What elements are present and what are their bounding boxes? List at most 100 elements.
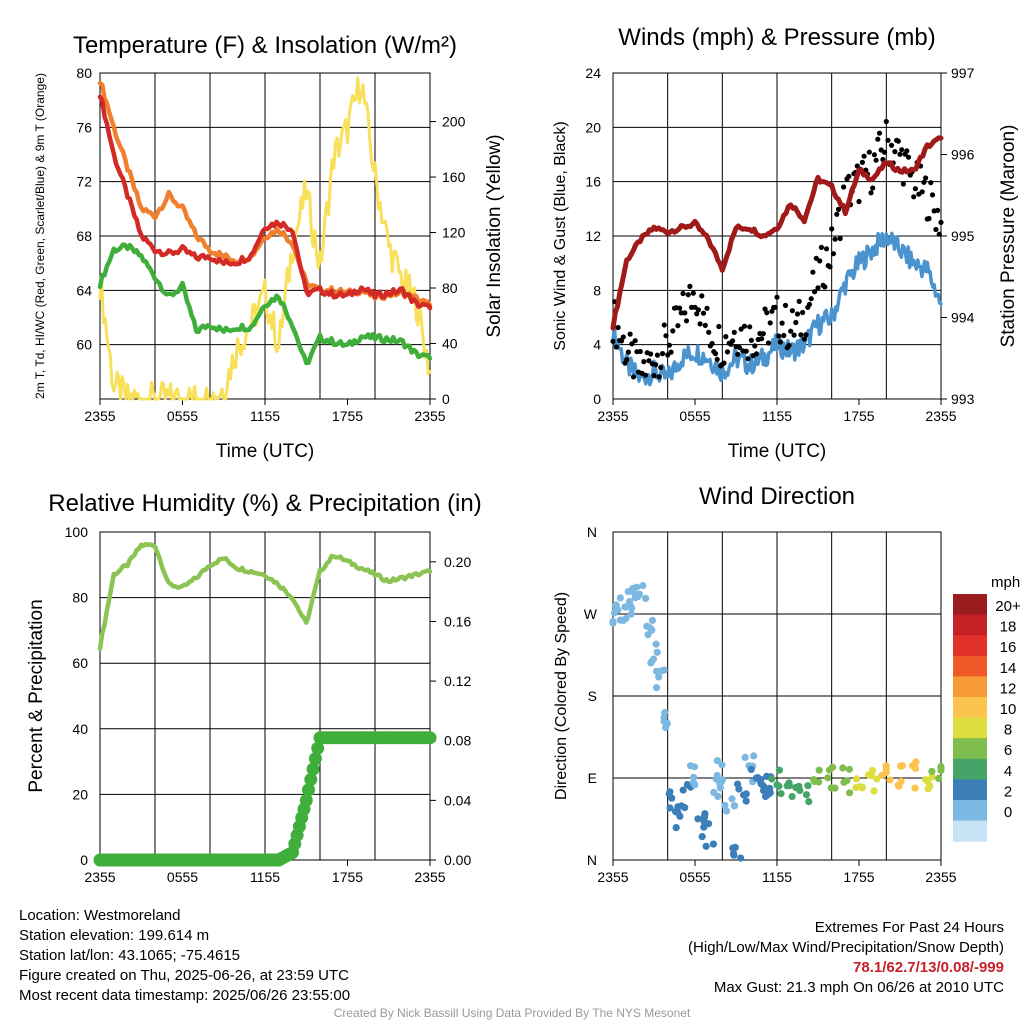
y-tick-label: S <box>588 688 597 704</box>
x-tick-label: 0555 <box>167 869 198 885</box>
wind-gust-point <box>641 359 647 365</box>
wind-gust-point <box>721 360 727 366</box>
wind-gust-point <box>837 235 843 242</box>
legend-swatch <box>953 779 987 801</box>
y-right-tick-label: 80 <box>442 280 458 296</box>
wind-direction-point <box>694 815 702 823</box>
wind-direction-point <box>775 782 783 790</box>
chart-title: Temperature (F) & Insolation (W/m²) <box>73 32 457 59</box>
y-tick-label: 68 <box>76 228 92 244</box>
wind-direction-point <box>766 784 774 792</box>
x-tick-label: 1755 <box>332 408 363 424</box>
wind-gust-point <box>794 311 801 317</box>
wind-gust-point <box>912 186 919 192</box>
wind-gust-point <box>738 326 744 332</box>
y-tick-label: W <box>584 606 598 622</box>
wind-gust-point <box>767 320 773 326</box>
x-tick-label: 0555 <box>679 869 710 885</box>
wind-gust-point <box>782 302 789 308</box>
wind-direction-point <box>741 753 749 762</box>
wind-direction-point <box>802 791 811 799</box>
wind-direction-point <box>735 785 743 793</box>
wind-gust-point <box>859 159 866 165</box>
wind-gust-point <box>866 149 872 155</box>
wind-gust-point <box>897 151 903 157</box>
wind-direction-point <box>681 804 689 812</box>
wind-direction-point <box>628 604 636 612</box>
wind-gust-point <box>812 289 818 295</box>
legend-label: 2 <box>1004 783 1012 800</box>
wind-gust-point <box>682 310 688 316</box>
extremes-subheading: (High/Low/Max Wind/Precipitation/Snow De… <box>688 939 1004 956</box>
wind-gust-point <box>723 334 729 340</box>
wind-direction-point <box>718 777 726 785</box>
wind-direction-point <box>873 775 881 783</box>
wind-direction-point <box>757 778 765 786</box>
latlon-label: Station lat/lon: 43.1065; -75.4615 <box>19 947 241 964</box>
legend-title: mph <box>991 574 1020 591</box>
x-tick-label: 2355 <box>84 869 115 885</box>
wind-gust-point <box>680 290 686 297</box>
wind-direction-point <box>714 792 722 801</box>
wind-gust-point <box>832 236 838 242</box>
wind-gust-point <box>786 342 792 348</box>
wind-gust-point <box>747 324 753 330</box>
chart-title: Relative Humidity (%) & Precipitation (i… <box>48 490 481 517</box>
wind-direction-point <box>723 807 731 815</box>
wind-gust-point <box>687 283 693 289</box>
wind-gust-point <box>921 179 927 185</box>
wind-direction-point <box>937 762 945 771</box>
legend-swatch <box>953 614 987 636</box>
wind-direction-point <box>886 776 894 784</box>
wind-direction-point <box>856 783 864 791</box>
legend-label: 10 <box>1000 701 1017 718</box>
x-tick-label: 2355 <box>925 408 956 424</box>
wind-gust-point <box>670 328 676 334</box>
wind-direction-point <box>642 594 650 603</box>
wind-direction-point <box>928 773 936 781</box>
wind-gust-point <box>791 332 797 338</box>
wind-gust-point <box>759 336 765 342</box>
wind-direction-point <box>843 777 851 785</box>
wind-gust-point <box>834 211 840 217</box>
wind-gust-point <box>666 342 673 348</box>
wind-gust-point <box>753 351 760 357</box>
wind-direction-point <box>627 610 635 618</box>
y-right-tick-label: 0.16 <box>444 613 471 629</box>
wind-direction-point <box>679 786 687 794</box>
wind-gust-point <box>752 343 758 349</box>
wind-direction-point <box>760 787 768 795</box>
wind-direction-point <box>674 803 682 811</box>
wind-gust-point <box>630 374 637 380</box>
wind-gust-point <box>697 321 703 327</box>
wind-gust-point <box>905 154 912 160</box>
wind-direction-point <box>827 784 835 792</box>
wind-direction-point <box>702 842 710 850</box>
wind-gust-point <box>883 118 889 125</box>
wind-gust-point <box>637 348 643 355</box>
wind-direction-point <box>660 713 668 722</box>
wind-gust-point <box>892 149 898 155</box>
wind-gust-point <box>668 349 674 355</box>
wind-gust-point <box>610 338 616 344</box>
precipitation-point <box>311 741 325 755</box>
wind-direction-point <box>928 767 936 776</box>
wind-direction-point <box>713 771 721 780</box>
wind-gust-point <box>781 332 787 339</box>
wind-direction-point <box>796 786 804 795</box>
wind-direction-point <box>911 784 919 792</box>
extremes-values: 78.1/62.7/13/0.08/-999 <box>853 959 1004 976</box>
wind-direction-point <box>709 840 718 848</box>
chart-title: Wind Direction <box>699 483 855 510</box>
wind-gust-point <box>803 332 809 338</box>
legend-label: 18 <box>1000 619 1017 636</box>
wind-direction-point <box>898 762 907 770</box>
wind-direction-point <box>622 614 630 623</box>
wind-direction-point <box>716 784 725 792</box>
legend-label: 4 <box>1004 763 1012 780</box>
wind-gust-point <box>741 323 748 329</box>
wind-direction-point <box>700 818 708 826</box>
wind-gust-point <box>936 231 942 237</box>
wind-gust-point <box>871 152 878 158</box>
y-right-tick-label: 160 <box>442 169 466 185</box>
